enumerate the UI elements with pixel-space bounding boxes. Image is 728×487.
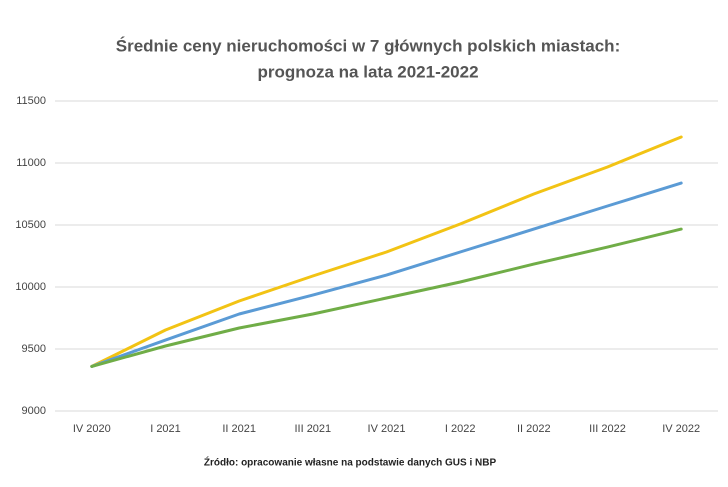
x-tick-label: IV 2021 — [368, 423, 406, 435]
y-tick-label: 9500 — [22, 343, 46, 355]
series-line — [90, 181, 683, 368]
x-tick-label: II 2022 — [517, 423, 551, 435]
y-tick-label: 11000 — [16, 157, 46, 169]
y-tick-label: 11500 — [16, 95, 46, 107]
chart-title: Średnie ceny nieruchomości w 7 głównych … — [116, 36, 620, 55]
series-line — [90, 227, 683, 368]
x-tick-label: IV 2020 — [73, 423, 111, 435]
source-note: Źródło: opracowanie własne na podstawie … — [204, 456, 497, 469]
chart-title: prognoza na lata 2021-2022 — [257, 62, 478, 81]
x-tick-label: III 2022 — [589, 423, 626, 435]
x-tick-label: I 2022 — [445, 423, 476, 435]
series-line — [90, 135, 683, 368]
y-tick-label: 9000 — [22, 405, 46, 417]
x-tick-label: III 2021 — [294, 423, 331, 435]
y-tick-label: 10000 — [15, 281, 46, 293]
y-tick-label: 10500 — [15, 219, 46, 231]
x-tick-label: II 2021 — [222, 423, 256, 435]
x-tick-label: IV 2022 — [662, 423, 700, 435]
x-tick-label: I 2021 — [150, 423, 181, 435]
